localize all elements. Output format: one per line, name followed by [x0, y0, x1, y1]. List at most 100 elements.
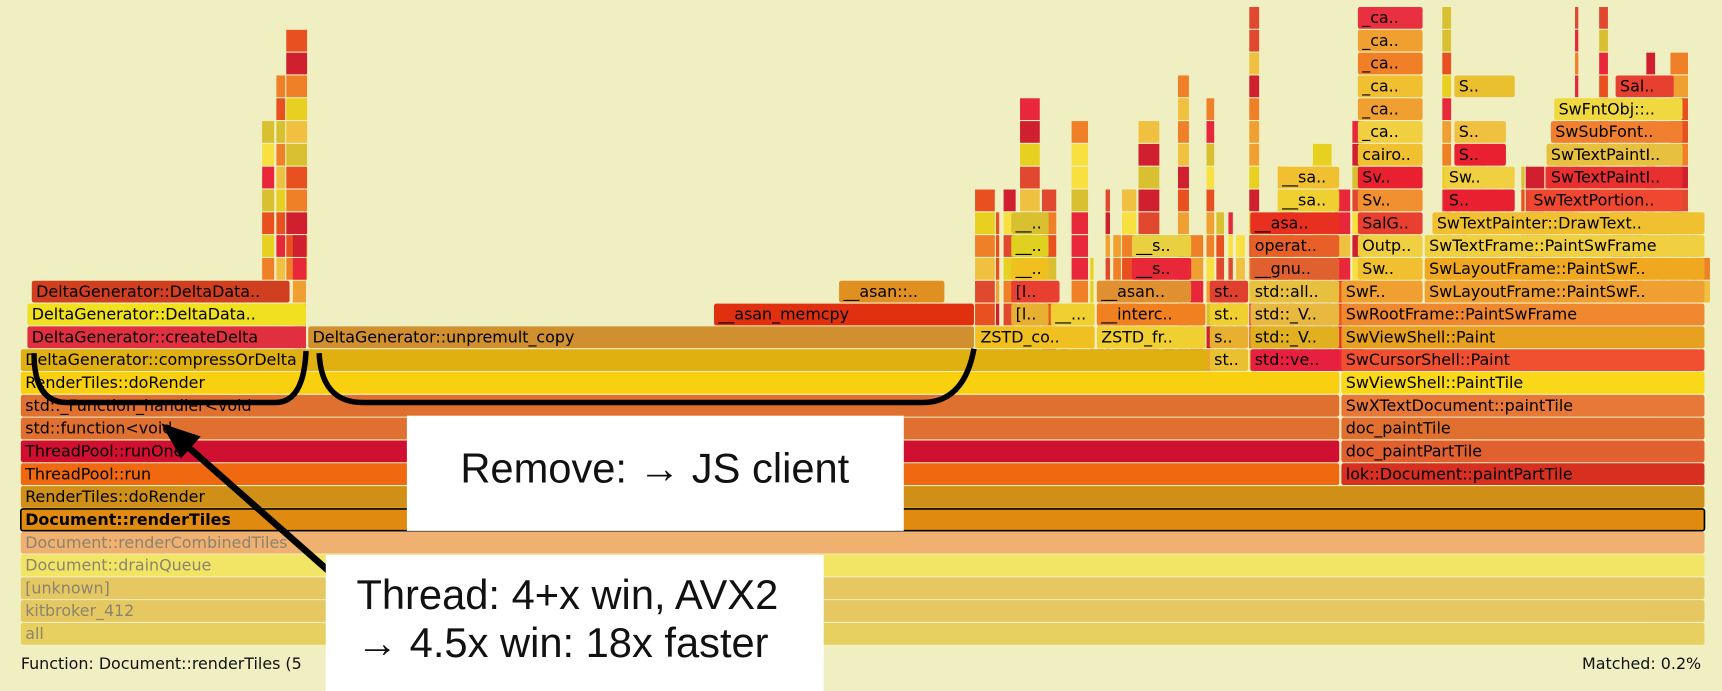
frame-label: __sa..	[1281, 191, 1326, 211]
frame	[1216, 257, 1225, 280]
frame	[1190, 257, 1204, 280]
frame	[1700, 280, 1710, 303]
frame	[292, 235, 307, 257]
frame-label: [l..	[1016, 282, 1037, 301]
frame	[1454, 75, 1515, 98]
frame-label: lok::Document::paintPartTile	[1346, 464, 1573, 483]
frame	[1250, 235, 1340, 257]
frame-label: SwLayoutFrame::PaintSwF..	[1429, 259, 1645, 278]
frame-label: S..	[1459, 76, 1479, 95]
frame	[276, 212, 286, 235]
frame-label: st..	[1214, 350, 1239, 369]
frame	[1341, 372, 1705, 394]
frame	[1020, 166, 1040, 189]
frame	[1424, 280, 1705, 303]
bracket-right	[316, 348, 977, 406]
frame	[1646, 52, 1656, 75]
frame	[286, 189, 308, 212]
frame	[262, 143, 275, 166]
frame	[1432, 212, 1705, 235]
frame	[1003, 189, 1016, 212]
frame-label: ZSTD_co..	[981, 327, 1060, 347]
frame-label: __asa..	[1254, 213, 1309, 233]
frame	[1138, 189, 1160, 212]
frame	[1071, 189, 1089, 212]
frame	[1599, 7, 1608, 29]
frame	[262, 189, 275, 212]
frame-label: ThreadPool::run	[24, 464, 151, 483]
frame	[1113, 257, 1121, 280]
frame	[276, 121, 286, 143]
frame	[1341, 326, 1705, 349]
frame-label: __..	[1015, 213, 1042, 233]
frame-label: [l..	[1016, 305, 1037, 324]
frame-label: all	[25, 624, 44, 643]
frame-label: st..	[1214, 282, 1239, 301]
frame	[1444, 166, 1515, 189]
frame-label: SwTextPaintI..	[1551, 145, 1660, 164]
frame-label: __asan..	[1100, 282, 1165, 302]
frame-label: SwTextFrame::PaintSwFrame	[1429, 236, 1656, 255]
frame	[1341, 394, 1705, 417]
frame	[1177, 189, 1189, 212]
frame	[1442, 143, 1452, 166]
frame	[1071, 235, 1089, 257]
frame	[1206, 143, 1215, 166]
frame-label: SwF..	[1346, 282, 1386, 301]
frame-label: __asan::..	[842, 282, 918, 302]
frame	[976, 326, 1095, 349]
frame	[286, 29, 308, 52]
frame-label: SwTextPaintI..	[1551, 168, 1660, 187]
frame-label: __s..	[1135, 259, 1170, 279]
frame	[27, 326, 307, 349]
frame-label: SwRootFrame::PaintSwFrame	[1346, 305, 1577, 324]
frame	[286, 212, 308, 235]
frame-label: Document::drainQueue	[25, 556, 211, 575]
frame	[1249, 166, 1260, 189]
frame	[286, 98, 308, 120]
frame-label: RenderTiles::doRender	[25, 373, 205, 392]
frame	[1011, 257, 1049, 280]
frame	[1575, 7, 1579, 29]
frame	[1357, 189, 1423, 212]
frame	[1071, 121, 1089, 143]
status-function: Function: Document::renderTiles (5	[21, 654, 302, 673]
frame	[1206, 98, 1215, 120]
frame	[1138, 212, 1160, 235]
frame	[1454, 143, 1506, 166]
frame-label: __sa..	[1281, 168, 1326, 188]
frame-label: __...	[1054, 305, 1086, 325]
frame-label: DeltaGenerator::unpremult_copy	[313, 327, 575, 347]
frame	[276, 235, 286, 257]
frame	[1546, 143, 1683, 166]
frame	[1177, 98, 1189, 120]
frame-label: Document::renderCombinedTiles	[25, 533, 287, 552]
frame	[1011, 212, 1049, 235]
frame	[1206, 189, 1215, 212]
frame-label: ZSTD_fr..	[1101, 327, 1173, 347]
annotation-box	[406, 415, 904, 531]
frame	[20, 577, 1705, 600]
frame-label: std::function<void	[25, 419, 172, 438]
frame	[286, 121, 308, 143]
frame	[1071, 280, 1089, 303]
frame	[1209, 349, 1249, 371]
frame	[1357, 29, 1423, 52]
frame	[276, 143, 286, 166]
frame	[975, 280, 995, 303]
frame-label: _ca..	[1361, 99, 1399, 119]
frame	[1341, 440, 1705, 463]
frame	[1096, 280, 1192, 303]
frame	[1341, 280, 1423, 303]
frame	[1575, 75, 1579, 98]
frame	[1250, 257, 1340, 280]
frame	[1249, 52, 1260, 75]
frame	[1277, 166, 1340, 189]
frame	[1670, 75, 1689, 98]
frame	[1424, 257, 1705, 280]
frame	[1216, 235, 1225, 257]
frame	[1249, 143, 1260, 166]
frame	[1599, 52, 1608, 75]
frame	[975, 303, 995, 326]
annotation-thread: Thread: 4+x win, AVX2	[356, 571, 778, 618]
